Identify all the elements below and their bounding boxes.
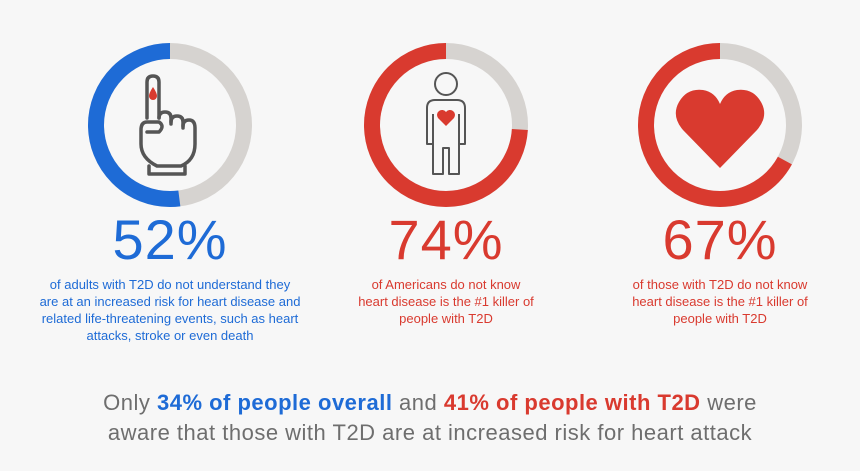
progress-ring-74 [361, 40, 531, 210]
stat-percent: 52% [112, 208, 228, 271]
progress-ring-52 [85, 40, 255, 210]
caption-line: related life-threatening events, such as… [41, 311, 299, 326]
ring-fill [364, 43, 528, 207]
stat-caption: of Americans do not know heart disease i… [316, 276, 576, 327]
caption-line: of Americans do not know [371, 277, 521, 292]
person-heart-icon [426, 72, 466, 175]
summary-line-2: aware that those with T2D are at increas… [107, 420, 753, 445]
raised-finger-blood-drop-icon [139, 74, 197, 176]
caption-line: of those with T2D do not know [632, 277, 808, 292]
stat-caption: of adults with T2D do not understand the… [35, 276, 305, 344]
progress-ring-67 [635, 40, 805, 210]
summary-highlight-overall: 34% of people overall [156, 390, 393, 415]
blood-drop-icon [149, 87, 157, 100]
stat-percent: 74% [388, 208, 504, 271]
summary-line-1: Only 34% of people overall and 41% of pe… [0, 388, 860, 418]
stat-percent: 67% [662, 208, 778, 271]
caption-line: heart disease is the #1 killer of [632, 294, 808, 309]
ring-fill [88, 43, 252, 207]
caption-line: people with T2D [673, 311, 767, 326]
caption-line: of adults with T2D do not understand the… [49, 277, 291, 292]
stat-caption: of those with T2D do not know heart dise… [590, 276, 850, 327]
caption-line: attacks, stroke or even death [86, 328, 254, 343]
heart-icon [437, 110, 455, 126]
ring-fill [638, 43, 802, 207]
summary-suffix: were [700, 390, 757, 415]
summary-middle: and [392, 390, 444, 415]
caption-line: are at an increased risk for heart disea… [39, 294, 301, 309]
summary-prefix: Only [103, 390, 157, 415]
heart-icon [675, 89, 765, 168]
summary-highlight-t2d: 41% of people with T2D [443, 390, 701, 415]
caption-line: people with T2D [399, 311, 493, 326]
caption-line: heart disease is the #1 killer of [358, 294, 534, 309]
summary-text: Only 34% of people overall and 41% of pe… [0, 388, 860, 448]
